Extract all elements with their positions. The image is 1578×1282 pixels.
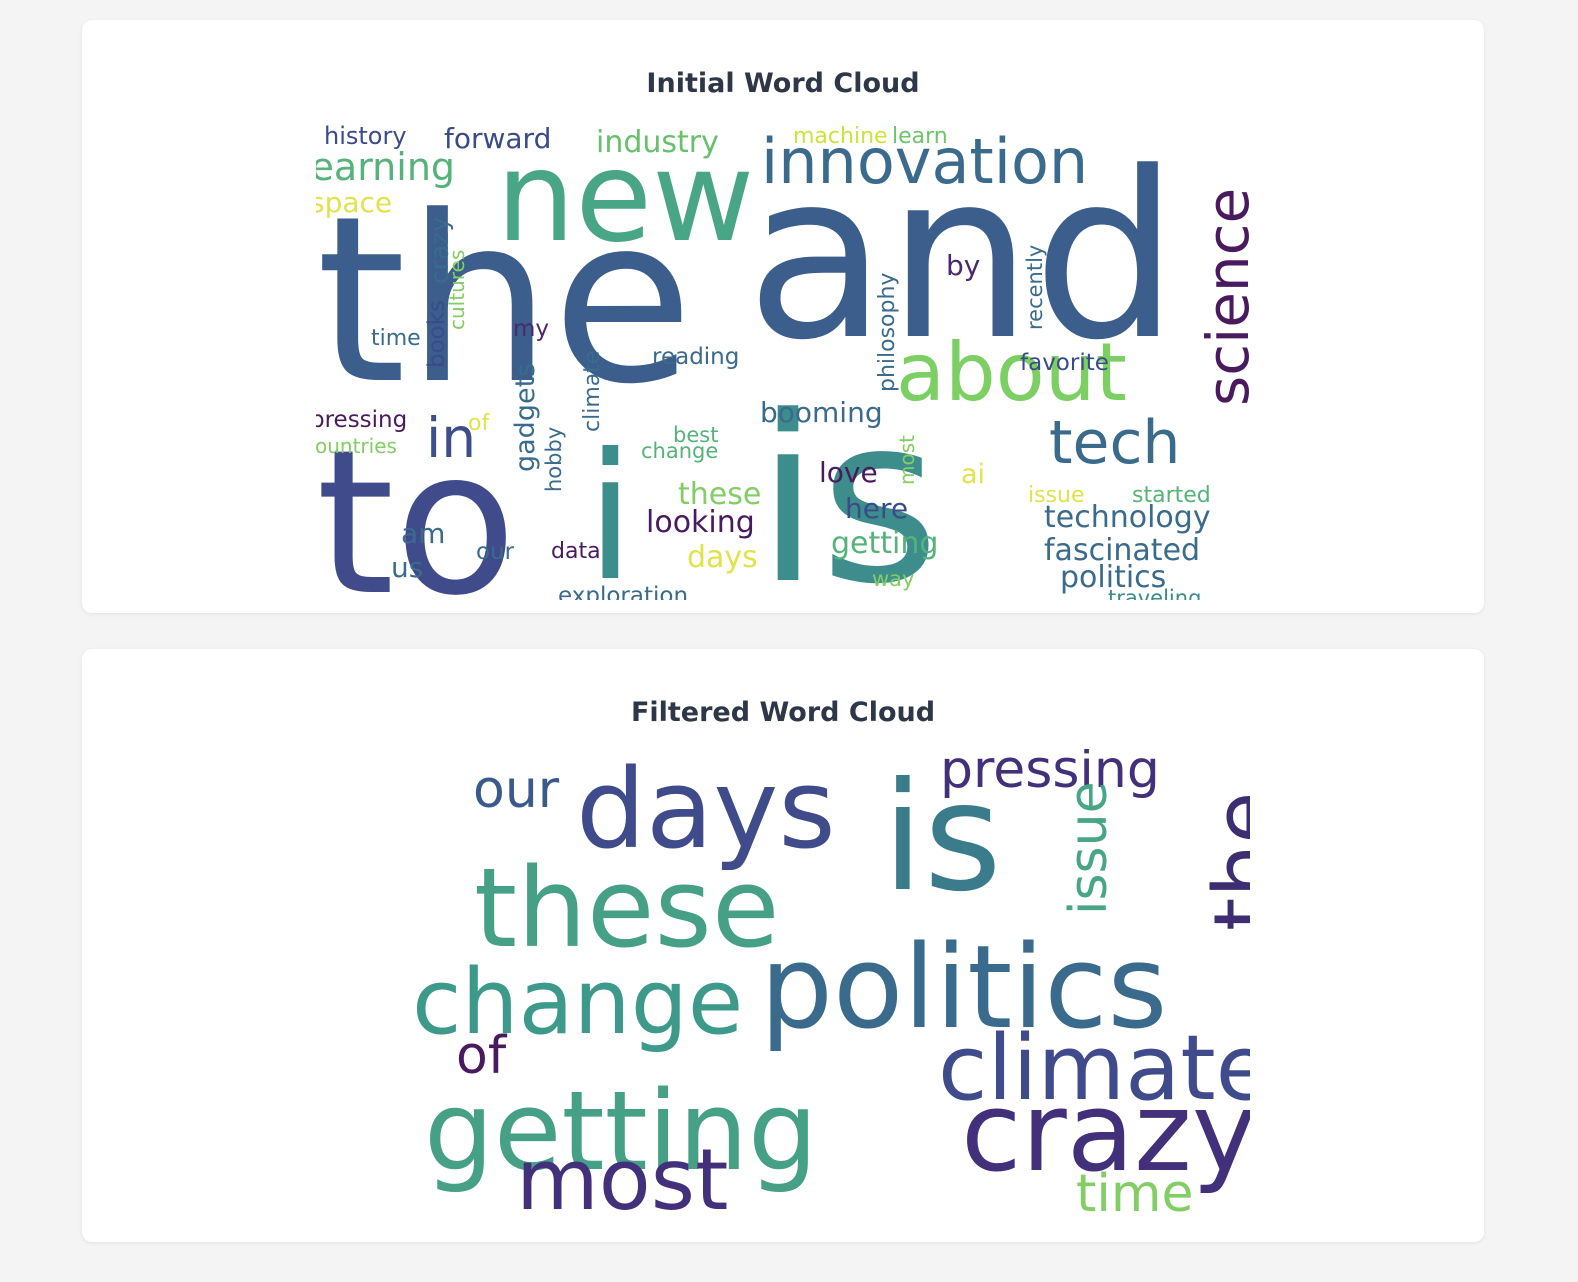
initial-word-booming: booming	[760, 396, 883, 429]
filtered-word-politics: politics	[760, 921, 1167, 1055]
filtered-word-pressing: pressing	[940, 749, 1160, 800]
initial-word-cloud-title: Initial Word Cloud	[646, 68, 920, 99]
initial-word-is: is	[756, 368, 940, 600]
initial-word-getting: getting	[831, 526, 938, 561]
initial-word-recently: recently	[1023, 245, 1047, 330]
initial-word-cloud-card: Initial Word Cloud the and new to is i innovat…	[82, 20, 1484, 613]
initial-word-learning: learning	[316, 145, 455, 189]
initial-word-fascinated: fascinated	[1044, 533, 1200, 568]
filtered-word-our: our	[473, 760, 560, 820]
filtered-word-is: is	[882, 751, 1002, 925]
initial-word-innovation: innovation	[761, 125, 1088, 198]
initial-word-industry: industry	[596, 125, 719, 160]
initial-word-pressing: pressing	[316, 407, 407, 433]
initial-word-cloud: the and new to is i innovation about science tech…	[316, 120, 1250, 600]
filtered-word-climate: climate	[938, 1016, 1250, 1121]
filtered-word-change: change	[412, 950, 743, 1055]
initial-word-ai: ai	[961, 459, 985, 490]
initial-word-days: days	[687, 540, 758, 575]
initial-word-cultures: cultures	[445, 250, 469, 330]
filtered-word-issue: issue	[1059, 781, 1119, 915]
initial-word-science: science	[1194, 188, 1250, 406]
initial-word-countries: countries	[316, 434, 397, 458]
initial-word-here: here	[845, 492, 908, 525]
initial-word-new: new	[496, 125, 754, 270]
initial-word-learn: learn	[892, 124, 948, 149]
initial-word-in: in	[426, 406, 476, 470]
initial-word-hobby: hobby	[542, 427, 566, 492]
initial-word-issue: issue	[1028, 483, 1085, 508]
filtered-word-these: these	[474, 844, 780, 972]
initial-word-data: data	[551, 539, 601, 564]
initial-word-history: history	[324, 122, 407, 150]
filtered-word-crazy: crazy	[961, 1068, 1250, 1196]
initial-word-change: change	[641, 439, 718, 463]
initial-word-gadgets: gadgets	[510, 363, 541, 472]
initial-word-space: space	[316, 186, 392, 219]
initial-word-these: these	[678, 477, 761, 512]
initial-word-way: way	[872, 567, 914, 591]
initial-word-time: time	[371, 326, 421, 351]
initial-word-reading: reading	[652, 344, 739, 370]
initial-word-started: started	[1132, 483, 1211, 508]
initial-word-tech: tech	[1049, 408, 1180, 478]
initial-word-love: love	[819, 456, 878, 489]
filtered-word-the: the	[1196, 792, 1250, 932]
initial-word-about: about	[896, 326, 1127, 419]
filtered-word-most: most	[516, 1131, 728, 1229]
filtered-word-cloud: days is pressing our these the issue change poli…	[316, 749, 1250, 1229]
initial-word-machine: machine	[793, 124, 888, 149]
initial-word-books: books	[424, 300, 450, 368]
initial-word-best: best	[673, 423, 718, 447]
initial-word-our: our	[476, 539, 515, 565]
initial-word-philosophy: philosophy	[875, 273, 900, 392]
initial-word-and: and	[746, 124, 1179, 391]
initial-word-by: by	[946, 249, 980, 282]
initial-word-crazy: crazy	[425, 217, 454, 284]
filtered-word-time: time	[1076, 1164, 1193, 1224]
initial-word-the: the	[316, 168, 693, 435]
filtered-word-days: days	[576, 749, 836, 873]
initial-word-exploration: exploration	[558, 583, 688, 600]
filtered-word-getting: getting	[424, 1067, 818, 1195]
initial-word-to: to	[316, 407, 517, 600]
initial-word-technology: technology	[1044, 500, 1211, 535]
initial-word-traveling: traveling	[1108, 586, 1201, 600]
initial-word-my: my	[513, 316, 549, 342]
initial-word-am: am	[401, 517, 445, 550]
initial-word-i: i	[586, 417, 635, 600]
initial-word-politics: politics	[1060, 560, 1166, 595]
filtered-word-of: of	[456, 1026, 508, 1086]
initial-word-most: most	[895, 435, 919, 485]
initial-word-favorite: favorite	[1020, 350, 1109, 376]
filtered-word-cloud-card: Filtered Word Cloud days is pressing our the…	[82, 649, 1484, 1242]
initial-word-of: of	[468, 411, 490, 436]
initial-word-climate: climate	[580, 351, 605, 432]
initial-word-forward: forward	[444, 122, 551, 155]
initial-word-us: us	[391, 551, 423, 584]
filtered-word-cloud-title: Filtered Word Cloud	[630, 697, 936, 728]
initial-word-looking: looking	[646, 505, 755, 540]
